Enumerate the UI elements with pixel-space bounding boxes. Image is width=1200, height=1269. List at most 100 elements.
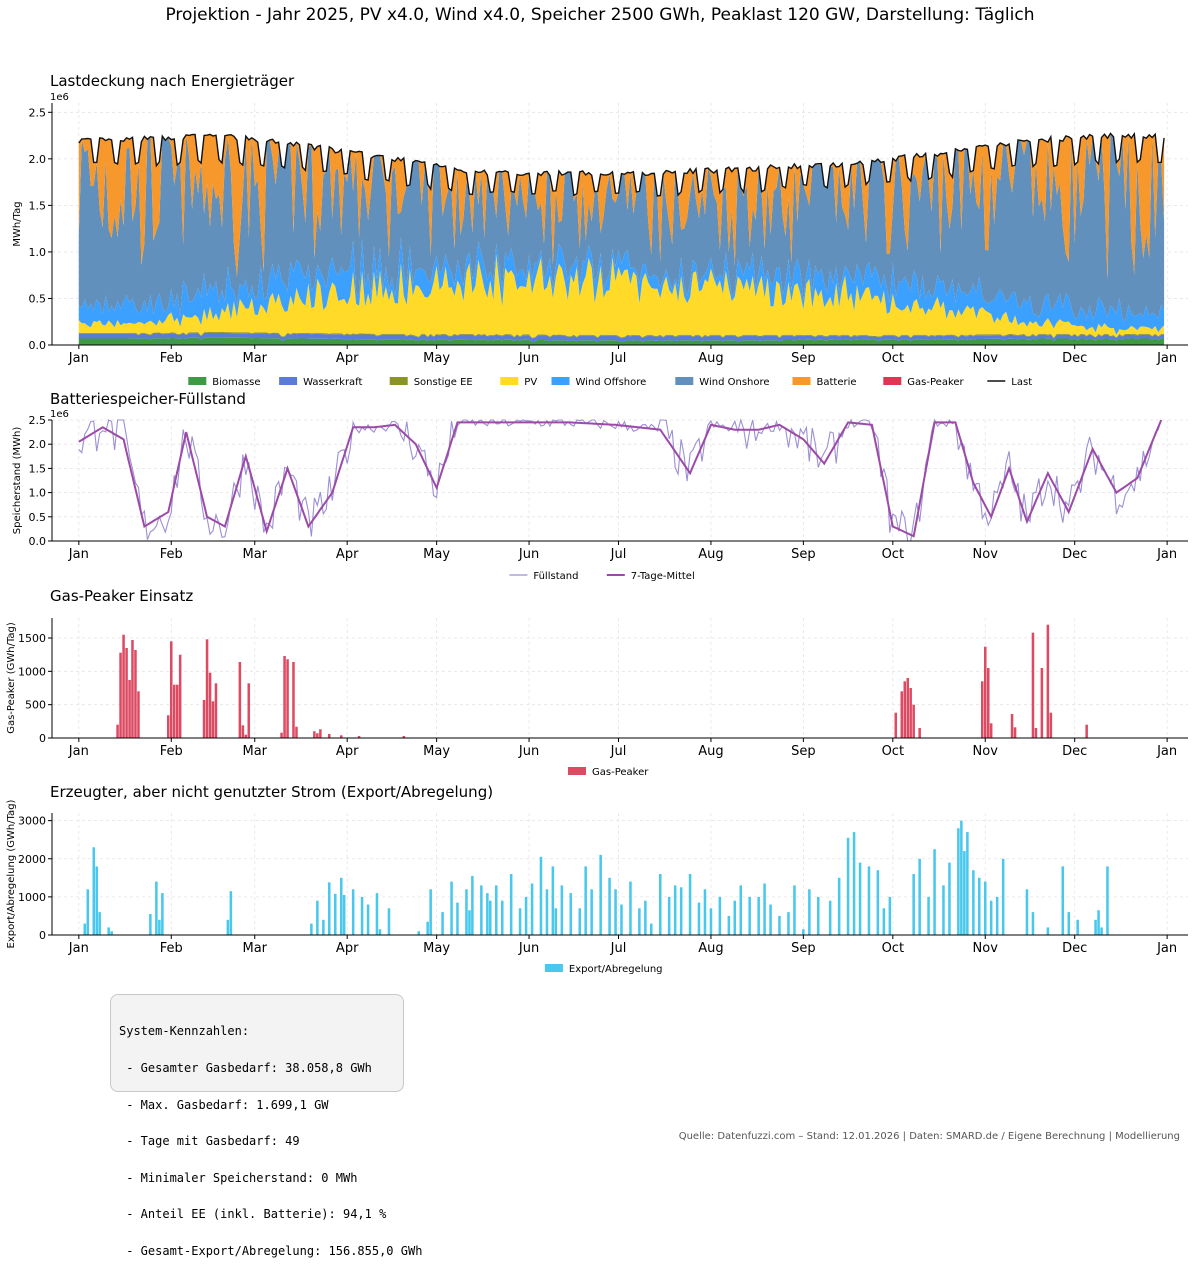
gas-bar [328,734,331,738]
x-tick-label: Jul [610,941,627,956]
export-bar [918,858,921,936]
export-bar [828,900,832,935]
export-bar [518,908,522,935]
gas-bar [981,681,984,738]
gas-bar [292,662,295,738]
x-tick-label: Jun [518,941,539,956]
x-tick-label: Jan [68,547,89,562]
legend-label: PV [524,377,537,388]
x-tick-label: Mar [242,547,267,562]
gas-bar [912,704,915,738]
gas-bar [906,678,910,738]
export-bar [226,919,230,936]
y-axis-label: Speicherstand (MWh) [12,427,23,535]
export-bar [530,883,534,935]
export-bar [614,889,617,936]
gas-bar [1010,714,1014,738]
x-tick-label: Nov [973,941,999,956]
gas-bar [900,691,904,738]
gas-bar [134,650,137,738]
gas-bar [313,731,316,738]
panel4-title: Erzeugter, aber nicht genutzter Strom (E… [50,783,493,801]
figure: Projektion - Jahr 2025, PV x4.0, Wind x4… [6,5,1188,1142]
x-tick-label: Mar [242,941,267,956]
y-tick-label: 1.5 [29,199,47,212]
export-bar [599,854,602,935]
y-axis-label: Gas-Peaker (GWh/Tag) [6,622,17,734]
export-bar [1001,858,1005,936]
x-tick-label: Sep [791,547,816,562]
gas-bar [903,681,907,738]
legend-swatch [188,377,207,385]
export-bar [709,908,713,935]
x-tick-label: Nov [973,547,999,562]
y-tick-label: 0.0 [29,535,47,548]
stats-line: - Max. Gasbedarf: 1.699,1 GW [119,1097,329,1112]
y-tick-label: 1.5 [29,462,47,475]
gas-bar [894,712,898,738]
export-bar [334,893,337,935]
export-bar [620,904,623,935]
y-tick-label: 1500 [18,632,46,645]
y-axis-label: Export/Abregelung (GWh/Tag) [6,799,17,948]
panel-export: Erzeugter, aber nicht genutzter Strom (E… [6,783,1188,975]
gas-bar [1040,668,1044,738]
export-bar [688,874,692,935]
export-bar [673,885,677,935]
x-tick-label: May [423,744,450,759]
x-tick-label: Aug [698,351,723,366]
legend-label: Wind Offshore [576,377,647,388]
export-bar [972,870,975,935]
export-bar [1046,927,1050,935]
x-tick-label: Apr [336,547,359,562]
legend-swatch [279,377,298,385]
y-tick-label: 0 [39,732,46,745]
export-bar [468,910,471,935]
export-bar [86,889,90,936]
area-wind-onshore [78,133,1165,322]
gas-bar [909,688,912,738]
export-bar [933,849,936,935]
export-bar [989,900,993,935]
gas-bar [238,662,242,738]
export-bar [417,931,421,935]
y-tick-label: 0 [39,929,46,942]
x-tick-label: Aug [698,941,723,956]
area-sonstige-ee [78,332,1165,339]
export-bar [545,889,549,936]
y-tick-label: 2000 [18,853,46,866]
export-bar [465,889,468,936]
area-batterie [78,133,1165,280]
stats-line: - Tage mit Gasbedarf: 49 [119,1134,300,1149]
x-tick-label: Oct [882,744,904,759]
export-bar [489,900,492,935]
export-bar [110,931,113,935]
y-tick-label: 2.5 [29,106,47,119]
legend-swatch [544,964,563,972]
legend-swatch [389,377,408,385]
gas-bar [170,641,173,738]
gas-bar [316,733,319,738]
export-bar [229,891,233,935]
x-tick-label: Jan [68,941,89,956]
gas-bar [918,728,921,738]
gas-bar [283,656,286,738]
x-tick-label: Oct [882,941,904,956]
export-bar [888,896,892,935]
gas-bar [178,654,182,738]
gas-bar [167,715,170,738]
export-bar [1067,912,1071,935]
legend-label: Gas-Peaker [592,767,649,778]
export-bar [882,908,886,935]
gas-bar [122,634,125,738]
export-bar [1061,866,1065,935]
export-bar [984,881,987,935]
x-tick-label: May [423,547,450,562]
export-bar [426,921,429,935]
export-bar [876,870,880,935]
x-tick-label: Jun [518,744,539,759]
export-bar [727,915,731,935]
suptitle: Projektion - Jahr 2025, PV x4.0, Wind x4… [165,5,1034,25]
export-bar [837,877,841,935]
export-bar [948,862,951,935]
